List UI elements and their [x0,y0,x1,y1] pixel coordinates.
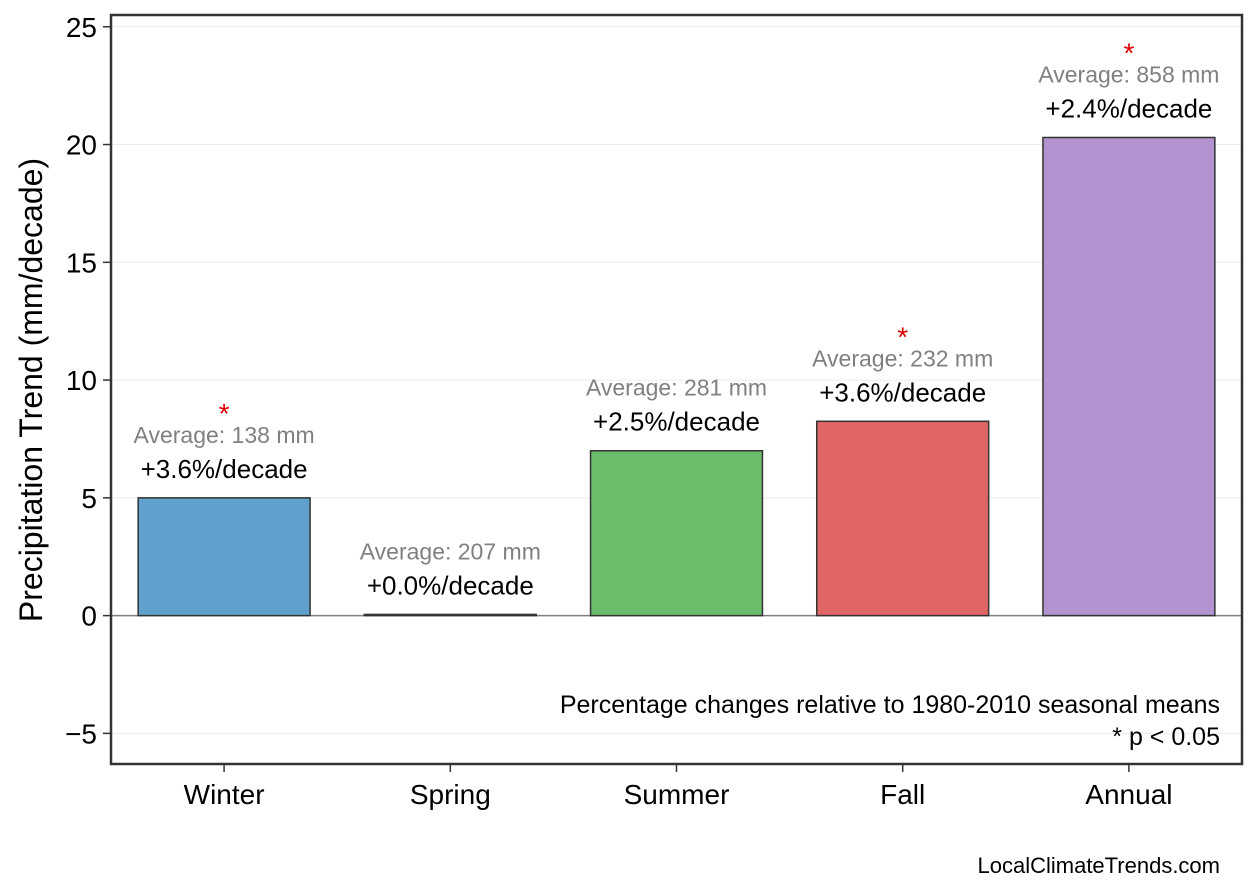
bar-spring [363,613,538,617]
y-tick-label: 25 [66,12,97,43]
percent-change-label: +0.0%/decade [367,570,534,600]
average-label: Average: 232 mm [812,345,993,371]
percent-change-label: +3.6%/decade [819,377,986,407]
y-tick-label: 15 [66,247,97,278]
y-axis-title: Precipitation Trend (mm/decade) [13,158,49,622]
average-label: Average: 858 mm [1038,61,1219,87]
x-tick-label: Winter [184,779,265,810]
y-tick-label: −5 [65,718,97,749]
average-label: Average: 138 mm [134,422,315,448]
bar-fall [815,420,990,617]
percent-change-label: +3.6%/decade [141,454,308,484]
bar-annual [1042,136,1216,617]
x-tick-label: Annual [1085,779,1172,810]
note-percentage-basis: Percentage changes relative to 1980-2010… [560,691,1220,719]
bars-layer [137,136,1216,617]
significance-marker: * [1123,37,1134,68]
y-tick-label: 5 [81,483,97,514]
bar-summer [589,449,764,617]
source-credit: LocalClimateTrends.com [978,853,1221,878]
percent-change-label: +2.5%/decade [593,407,760,437]
y-tick-label: 0 [81,601,97,632]
y-tick-label: 20 [66,130,97,161]
average-label: Average: 207 mm [360,538,541,564]
bar-winter [137,497,311,617]
note-significance: * p < 0.05 [1112,723,1220,751]
x-tick-label: Spring [410,779,491,810]
average-label: Average: 281 mm [586,375,767,401]
x-tick-label: Summer [624,779,730,810]
y-tick-label: 10 [66,365,97,396]
axes-layer: −5 0 5 10 15 20 25 Winter Spring Summer Fall Annual [65,12,1244,810]
significance-marker: * [897,321,908,352]
percent-change-label: +2.4%/decade [1045,93,1212,123]
significance-marker: * [219,398,230,429]
x-tick-label: Fall [880,779,925,810]
